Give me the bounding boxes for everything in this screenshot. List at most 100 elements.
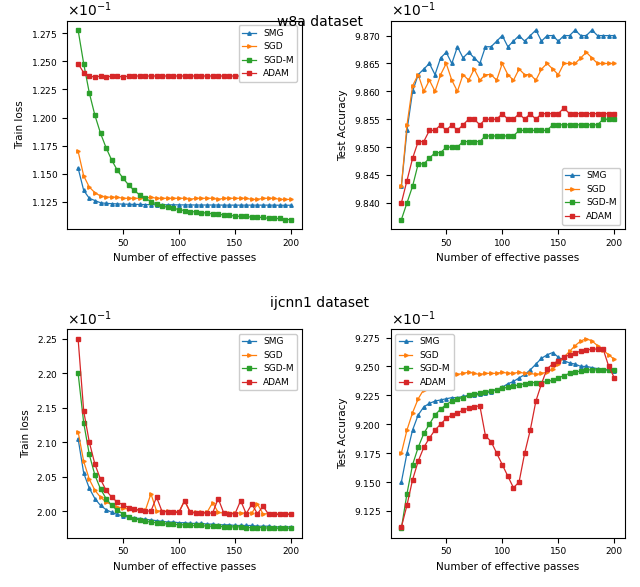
ADAM [225, 73, 233, 80]
SGD-M [414, 444, 422, 451]
SGD-M [493, 386, 500, 393]
SMG [605, 32, 612, 39]
SMG [582, 363, 590, 370]
ADAM [225, 510, 233, 517]
SGD-M [180, 207, 188, 214]
SGD-M [119, 510, 127, 517]
SGD-M [599, 116, 607, 123]
SMG [220, 521, 228, 528]
ADAM [431, 427, 439, 434]
SGD-M [420, 160, 428, 167]
SGD [549, 365, 557, 372]
SMG [164, 518, 172, 525]
ADAM [180, 73, 188, 80]
ADAM [131, 505, 138, 512]
SGD [180, 497, 188, 504]
ADAM [538, 110, 545, 117]
ADAM [459, 407, 467, 414]
SMG [465, 392, 472, 399]
SMG [527, 32, 534, 39]
SGD [220, 510, 228, 517]
SGD [499, 60, 506, 67]
ADAM [487, 116, 495, 123]
SMG [482, 389, 490, 396]
SGD-M [554, 375, 562, 382]
SGD [74, 428, 82, 435]
SGD [572, 60, 579, 67]
SGD-M [499, 385, 506, 392]
ADAM [420, 138, 428, 145]
SGD [203, 195, 211, 202]
SGD [588, 55, 596, 62]
SMG [403, 127, 411, 134]
ADAM [271, 73, 278, 80]
SGD [86, 184, 93, 191]
SMG [543, 352, 551, 359]
SGD-M [566, 370, 573, 377]
ADAM [605, 363, 612, 370]
SMG [113, 200, 121, 207]
SGD [426, 77, 433, 84]
ADAM [74, 60, 82, 67]
SGD [237, 510, 244, 517]
SGD-M [259, 214, 267, 221]
ADAM [588, 346, 596, 353]
SGD-M [554, 122, 562, 129]
ADAM [566, 352, 573, 359]
SGD-M [549, 122, 557, 129]
SMG [147, 517, 155, 524]
ADAM [113, 498, 121, 505]
ADAM [482, 432, 490, 439]
SGD [113, 503, 121, 510]
SGD [225, 510, 233, 517]
SGD-M [588, 122, 596, 129]
SGD [577, 338, 584, 345]
SMG [454, 43, 461, 50]
ADAM [220, 73, 228, 80]
ADAM [91, 461, 99, 468]
ADAM [86, 438, 93, 446]
SGD-M [214, 522, 222, 529]
SGD-M [582, 122, 590, 129]
SGD [108, 194, 116, 201]
ADAM [147, 73, 155, 80]
SGD-M [147, 198, 155, 205]
Line: SGD-M: SGD-M [76, 372, 292, 530]
SGD [147, 194, 155, 201]
SGD-M [203, 210, 211, 217]
SGD-M [611, 116, 618, 123]
ADAM [102, 73, 110, 80]
ADAM [448, 122, 456, 129]
SMG [572, 26, 579, 33]
SMG [91, 197, 99, 204]
ADAM [499, 110, 506, 117]
SGD [599, 347, 607, 354]
SGD [253, 196, 261, 203]
Line: ADAM: ADAM [399, 106, 616, 205]
SMG [577, 32, 584, 39]
SMG [253, 522, 261, 529]
SGD-M [136, 517, 143, 524]
SGD [97, 494, 104, 501]
ADAM [442, 127, 450, 134]
SGD-M [186, 522, 194, 529]
SMG [543, 32, 551, 39]
SGD [482, 370, 490, 377]
SGD-M [102, 144, 110, 151]
SMG [582, 32, 590, 39]
SMG [198, 520, 205, 527]
SMG [527, 366, 534, 373]
SMG [136, 515, 143, 522]
SGD-M [493, 133, 500, 140]
ADAM [259, 73, 267, 80]
SMG [554, 353, 562, 360]
ADAM [170, 509, 177, 516]
SMG [459, 55, 467, 62]
SGD [287, 510, 295, 517]
SMG [470, 392, 478, 399]
SGD [125, 195, 132, 202]
SMG [599, 366, 607, 373]
SMG [409, 88, 417, 95]
SMG [482, 43, 490, 50]
SMG [436, 396, 444, 403]
